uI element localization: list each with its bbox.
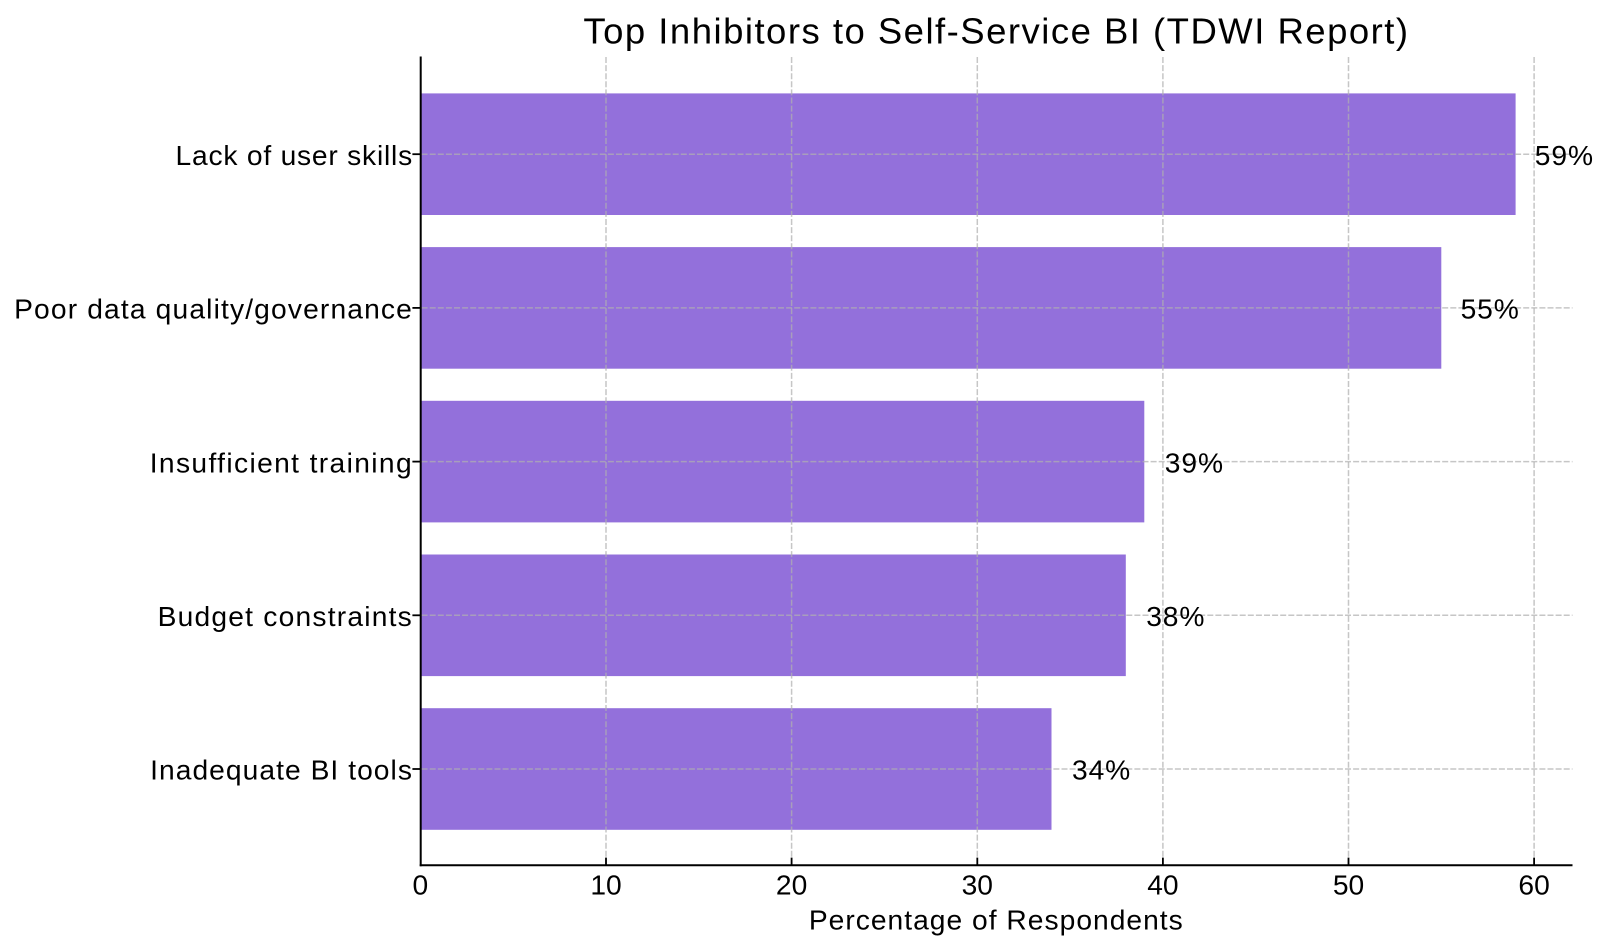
svg-text:Poor data quality/governance: Poor data quality/governance [14, 293, 413, 325]
svg-text:10: 10 [590, 868, 621, 900]
svg-text:55%: 55% [1461, 293, 1520, 325]
svg-text:34%: 34% [1072, 754, 1131, 786]
svg-text:30: 30 [962, 868, 993, 900]
svg-text:0: 0 [413, 868, 429, 900]
svg-text:50: 50 [1333, 868, 1364, 900]
svg-text:Budget constraints: Budget constraints [158, 600, 413, 632]
svg-text:40: 40 [1147, 868, 1178, 900]
svg-text:Inadequate BI tools: Inadequate BI tools [150, 754, 413, 786]
svg-text:Percentage of Respondents: Percentage of Respondents [809, 904, 1184, 936]
svg-text:Lack of user skills: Lack of user skills [176, 139, 413, 171]
svg-text:59%: 59% [1535, 139, 1594, 171]
svg-text:20: 20 [776, 868, 807, 900]
svg-text:60: 60 [1518, 868, 1549, 900]
svg-text:38%: 38% [1146, 600, 1205, 632]
svg-text:Top Inhibitors to Self-Service: Top Inhibitors to Self-Service BI (TDWI … [583, 11, 1409, 52]
svg-text:Insufficient training: Insufficient training [150, 446, 413, 478]
svg-text:39%: 39% [1165, 446, 1224, 478]
